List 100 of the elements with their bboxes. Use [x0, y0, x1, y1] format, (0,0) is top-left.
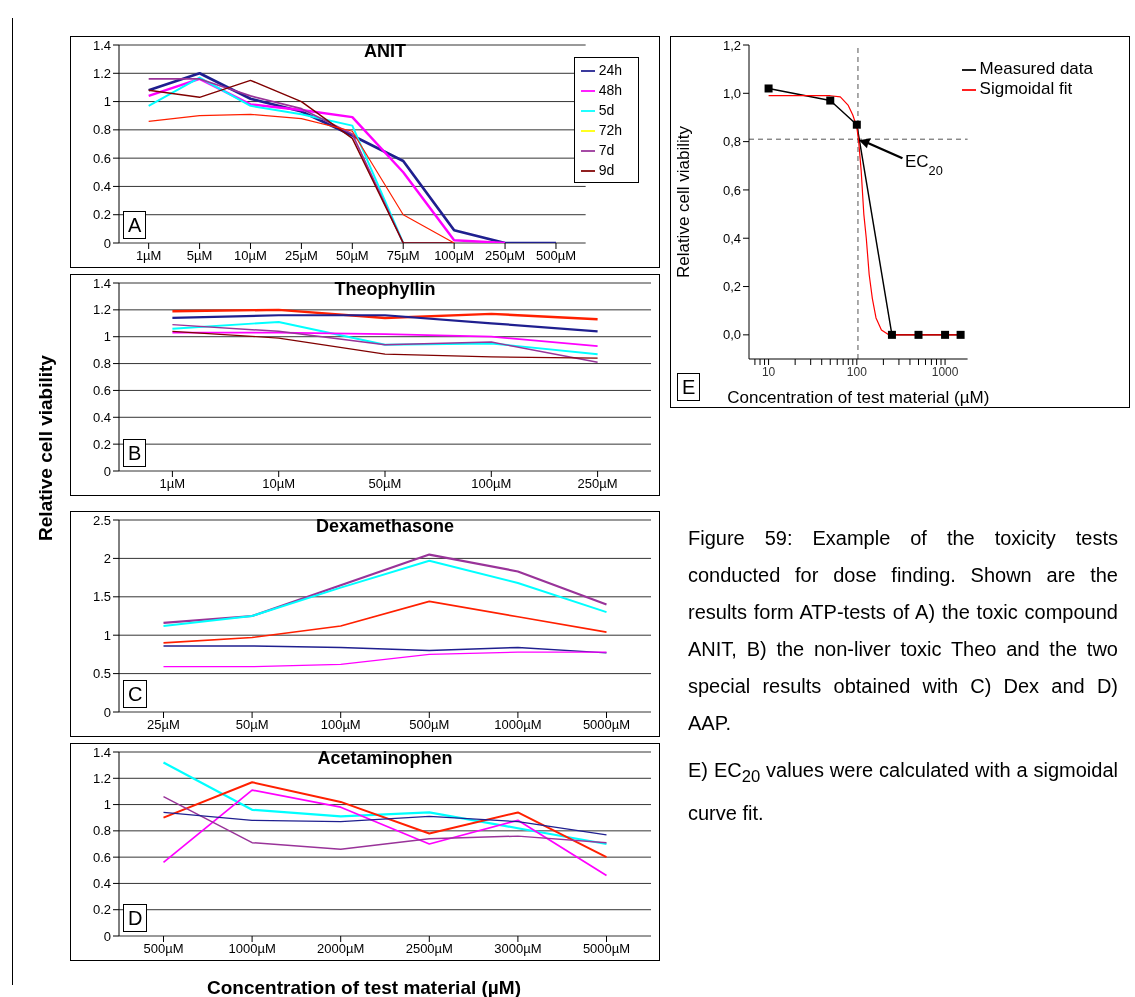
x-tick-label: 25µM — [147, 717, 180, 733]
y-tick-label: 0.6 — [92, 849, 111, 865]
y-tick-label: 1.2 — [92, 65, 111, 81]
annotation: B — [123, 439, 147, 467]
chart-title: Theophyllin — [333, 279, 437, 300]
line-series — [162, 811, 608, 836]
x-tick-label: 100µM — [471, 476, 512, 492]
line-series — [171, 314, 599, 333]
y-tick-label: 0.8 — [92, 122, 111, 138]
line-series — [171, 323, 599, 363]
y-tick-label: 0.2 — [92, 436, 111, 452]
line-series — [171, 330, 599, 359]
y-tick-label: 1.5 — [92, 589, 111, 605]
y-tick-label: 1.2 — [92, 302, 111, 318]
line-series — [162, 789, 608, 877]
y-tick-label: 0 — [103, 928, 111, 944]
line-series — [162, 651, 608, 668]
legend-label: 72h — [598, 122, 622, 138]
y-tick-label: 2 — [103, 551, 111, 567]
y-tick-label: 2.5 — [92, 512, 111, 528]
y-tick-label: 0 — [103, 235, 111, 251]
legend-label: 48h — [598, 82, 622, 98]
x-tick-label: 500µM — [143, 941, 184, 957]
line-series — [171, 320, 599, 356]
x-tick-label: 1000µM — [494, 717, 542, 733]
line-series — [162, 781, 608, 859]
chart-title: Acetaminophen — [316, 748, 454, 769]
x-tick-label: 5000µM — [582, 941, 631, 957]
y-tick-label: 1.4 — [92, 744, 111, 760]
annotation: A — [123, 211, 147, 239]
legend-label: 24h — [598, 62, 622, 78]
legend-label: 5d — [598, 102, 615, 118]
y-tick-label: 0.4 — [92, 876, 111, 892]
y-tick-label: 0.5 — [92, 666, 111, 682]
x-tick-label: 2500µM — [405, 941, 453, 957]
y-tick-label: 0.4 — [92, 179, 111, 195]
annotation: EC$_{20}$ — [904, 152, 943, 178]
x-tick-label: 1000µM — [228, 941, 276, 957]
x-tick-label: 1µM — [135, 248, 162, 264]
y-tick-label: 1,0 — [722, 85, 741, 101]
line-series — [162, 645, 608, 654]
y-tick-label: 0.6 — [92, 150, 111, 166]
text: E) EC$_{20}$ values were calculated with a sigmoidal curve fit. — [688, 758, 1119, 826]
x-tick-label: 1µM — [159, 476, 186, 492]
y-tick-label: 0,2 — [722, 279, 741, 295]
y-axis-title: Relative cell viability — [35, 355, 57, 541]
y-tick-label: 0.4 — [92, 409, 111, 425]
x-tick-label: 5000µM — [582, 717, 631, 733]
x-tick-label: 500µM — [535, 248, 576, 264]
y-tick-label: 1 — [103, 627, 111, 643]
y-tick-label: 0.8 — [92, 356, 111, 372]
text: E — [677, 373, 701, 401]
legend-label: 9d — [598, 162, 615, 178]
y-tick-label: 0.6 — [92, 383, 111, 399]
y-tick-label: 0,6 — [722, 182, 741, 198]
y-tick-label: 0.2 — [92, 207, 111, 223]
x-tick-label: 10 — [761, 364, 776, 379]
chart-title: ANIT — [363, 41, 407, 62]
x-axis-title: Concentration of test material (µM) — [727, 388, 990, 407]
y-tick-label: 1,2 — [722, 37, 741, 53]
x-tick-label: 50µM — [368, 476, 402, 492]
line-series — [171, 331, 599, 347]
x-tick-label: 500µM — [409, 717, 450, 733]
annotation: C — [123, 680, 148, 708]
legend-label: 7d — [598, 142, 615, 158]
legend-label: Sigmoidal fit — [979, 79, 1073, 98]
y-tick-label: 1.4 — [92, 37, 111, 53]
y-tick-label: 0.8 — [92, 823, 111, 839]
x-tick-label: 25µM — [285, 248, 318, 264]
x-tick-label: 75µM — [386, 248, 420, 264]
y-tick-label: 1.4 — [92, 275, 111, 291]
y-tick-label: 0,4 — [722, 230, 741, 246]
y-tick-label: 0 — [103, 463, 111, 479]
chart-title: Dexamethasone — [314, 516, 456, 537]
y-tick-label: 1 — [103, 797, 111, 813]
x-tick-label: 50µM — [335, 248, 369, 264]
legend-label: Measured data — [979, 59, 1093, 78]
x-tick-label: 2000µM — [317, 941, 365, 957]
x-tick-label: 250µM — [577, 476, 618, 492]
line-series — [162, 795, 608, 850]
caption: Figure 59: Example of the toxicity tests conducted for dose finding. Shown are the results form ATP-tests of A) the toxic compound ANIT, B) the non-liver toxic Theo and the two special results obtained with C) Dex and D) AAP. — [688, 526, 1118, 736]
x-tick-label: 100µM — [434, 248, 475, 264]
x-tick-label: 50µM — [235, 717, 269, 733]
y-tick-label: 1 — [103, 94, 111, 110]
x-tick-label: 250µM — [485, 248, 526, 264]
x-tick-label: 100 — [846, 364, 868, 379]
y-tick-label: 0 — [103, 704, 111, 720]
y-tick-label: 1 — [103, 329, 111, 345]
y-axis-title: Relative cell viability — [674, 125, 694, 279]
y-tick-label: 0.2 — [92, 902, 111, 918]
x-tick-label: 1000 — [931, 364, 959, 379]
y-tick-label: 0,8 — [722, 134, 741, 150]
line-series — [162, 600, 608, 644]
x-tick-label: 10µM — [262, 476, 296, 492]
y-tick-label: 1.2 — [92, 770, 111, 786]
annotation: D — [123, 904, 148, 932]
x-tick-label: 5µM — [186, 248, 213, 264]
y-tick-label: 0,0 — [722, 327, 741, 343]
x-tick-label: 10µM — [234, 248, 267, 264]
x-tick-label: 100µM — [320, 717, 361, 733]
